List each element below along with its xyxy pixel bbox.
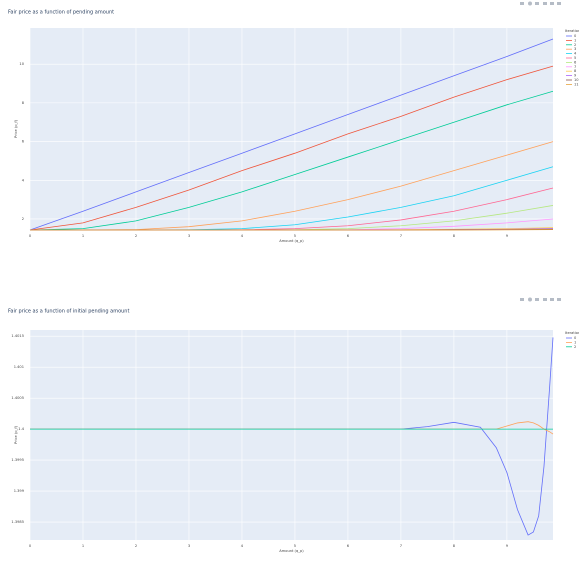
line-series <box>29 38 554 231</box>
modebar-button[interactable] <box>520 298 524 301</box>
legend-label: 8 <box>574 69 577 73</box>
legend-label: 0 <box>574 34 577 38</box>
x-axis-title: Amount (q_p) <box>279 239 304 243</box>
legend-title: Iteration <box>565 331 579 335</box>
x-tick-label: 0 <box>29 544 32 548</box>
line-series <box>29 65 554 231</box>
x-axis-title: Amount (q_p) <box>279 549 304 553</box>
legend-label: 2 <box>574 345 576 349</box>
modebar-button[interactable] <box>528 297 532 302</box>
legend-label: 3 <box>574 47 576 51</box>
legend-label: 2 <box>574 43 576 47</box>
x-tick-label: 5 <box>294 234 296 238</box>
x-tick-label: 4 <box>241 544 244 548</box>
y-axis-title: Price (p_f) <box>14 425 18 444</box>
y-tick-label: 1.401 <box>14 365 24 369</box>
modebar-button[interactable] <box>550 298 554 301</box>
chart-title: Fair price as a function of initial pend… <box>8 309 129 315</box>
legend-label: 7 <box>574 65 576 69</box>
y-tick-label: 1.4005 <box>11 396 24 400</box>
legend-label: 0 <box>574 336 577 340</box>
legend-label: 11 <box>574 82 579 86</box>
chart-title: Fair price as a function of pending amou… <box>8 10 114 16</box>
legend-label: 9 <box>574 74 577 78</box>
legend-label: 1 <box>574 340 576 344</box>
y-tick-label: 10 <box>19 62 24 66</box>
x-tick-label: 3 <box>188 234 190 238</box>
modebar-button[interactable] <box>550 2 554 5</box>
legend-label: 5 <box>574 56 576 60</box>
x-tick-label: 8 <box>453 544 456 548</box>
chart: Fair price as a function of initial pend… <box>8 309 579 554</box>
x-tick-label: 2 <box>135 234 137 238</box>
x-tick-label: 5 <box>294 544 296 548</box>
x-tick-label: 9 <box>506 234 509 238</box>
y-tick-label: 8 <box>22 101 25 105</box>
modebar-button[interactable] <box>520 2 524 5</box>
plot-background <box>30 28 553 230</box>
x-tick-label: 6 <box>347 544 350 548</box>
modebar-button[interactable] <box>557 298 561 301</box>
legend-label: 6 <box>574 60 577 64</box>
modebar-button[interactable] <box>557 2 561 5</box>
legend-label: 10 <box>574 78 579 82</box>
modebar-button[interactable] <box>543 298 547 301</box>
y-tick-label: 6 <box>22 140 25 144</box>
x-tick-label: 4 <box>241 234 244 238</box>
y-tick-label: 1.399 <box>14 489 25 493</box>
x-tick-label: 9 <box>506 544 509 548</box>
x-tick-label: 1 <box>82 544 84 548</box>
x-tick-label: 3 <box>188 544 190 548</box>
x-tick-label: 2 <box>135 544 137 548</box>
modebar-button[interactable] <box>535 298 539 301</box>
y-tick-label: 4 <box>22 178 25 182</box>
x-tick-label: 0 <box>29 234 32 238</box>
modebar[interactable] <box>520 1 561 302</box>
modebar-button[interactable] <box>528 1 532 6</box>
y-tick-label: 1.4 <box>18 427 24 431</box>
y-tick-label: 1.4015 <box>11 334 24 338</box>
x-tick-label: 1 <box>82 234 84 238</box>
y-axis-title: Price (p_f) <box>14 119 18 138</box>
modebar-button[interactable] <box>543 2 547 5</box>
x-tick-label: 7 <box>400 544 402 548</box>
y-tick-label: 2 <box>22 217 24 221</box>
legend-title: Iteration <box>565 29 579 33</box>
chart: Fair price as a function of pending amou… <box>8 10 579 244</box>
x-tick-label: 7 <box>400 234 402 238</box>
legend-label: 4 <box>574 52 577 56</box>
y-tick-label: 1.3985 <box>11 520 24 524</box>
x-tick-label: 8 <box>453 234 456 238</box>
modebar-button[interactable] <box>535 2 539 5</box>
x-tick-label: 6 <box>347 234 350 238</box>
plot-background <box>30 330 553 540</box>
line-series <box>29 90 554 231</box>
legend-label: 1 <box>574 38 576 42</box>
y-tick-label: 1.3995 <box>11 458 24 462</box>
